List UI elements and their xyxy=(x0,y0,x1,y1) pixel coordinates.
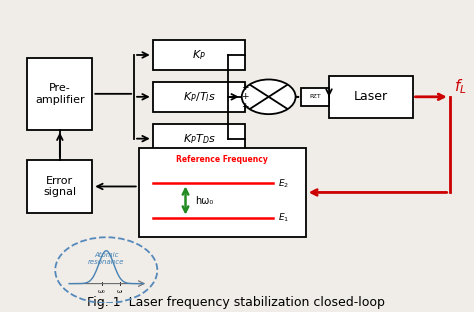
FancyBboxPatch shape xyxy=(329,76,412,118)
Text: $K_P$: $K_P$ xyxy=(192,48,206,62)
Text: Error
signal: Error signal xyxy=(43,176,76,197)
Text: PZT: PZT xyxy=(309,94,321,99)
Text: Laser: Laser xyxy=(354,90,388,103)
FancyBboxPatch shape xyxy=(27,159,92,213)
Text: +: + xyxy=(241,92,248,101)
Text: +: + xyxy=(241,83,248,92)
Text: Atomic
resonance: Atomic resonance xyxy=(88,252,125,265)
Text: Reference Frequency: Reference Frequency xyxy=(176,155,268,164)
FancyBboxPatch shape xyxy=(27,58,92,130)
Text: +: + xyxy=(241,102,248,111)
FancyBboxPatch shape xyxy=(139,148,306,237)
Text: hω₀: hω₀ xyxy=(195,196,213,206)
Text: ωₗ: ωₗ xyxy=(117,289,123,294)
Text: Pre-
amplifier: Pre- amplifier xyxy=(35,83,85,105)
FancyBboxPatch shape xyxy=(153,40,246,70)
Text: ω₀: ω₀ xyxy=(98,289,105,294)
Circle shape xyxy=(242,80,296,114)
Text: $K_P T_D s$: $K_P T_D s$ xyxy=(182,132,216,146)
Text: Fig. 1  Laser frequency stabilization closed-loop: Fig. 1 Laser frequency stabilization clo… xyxy=(87,296,385,309)
Text: $E_2$: $E_2$ xyxy=(278,177,289,190)
Text: $f_L$: $f_L$ xyxy=(454,77,467,96)
FancyBboxPatch shape xyxy=(301,88,329,106)
Text: $E_1$: $E_1$ xyxy=(278,211,289,224)
FancyBboxPatch shape xyxy=(153,124,246,154)
Text: $K_P/T_I s$: $K_P/T_I s$ xyxy=(182,90,216,104)
FancyBboxPatch shape xyxy=(153,82,246,112)
